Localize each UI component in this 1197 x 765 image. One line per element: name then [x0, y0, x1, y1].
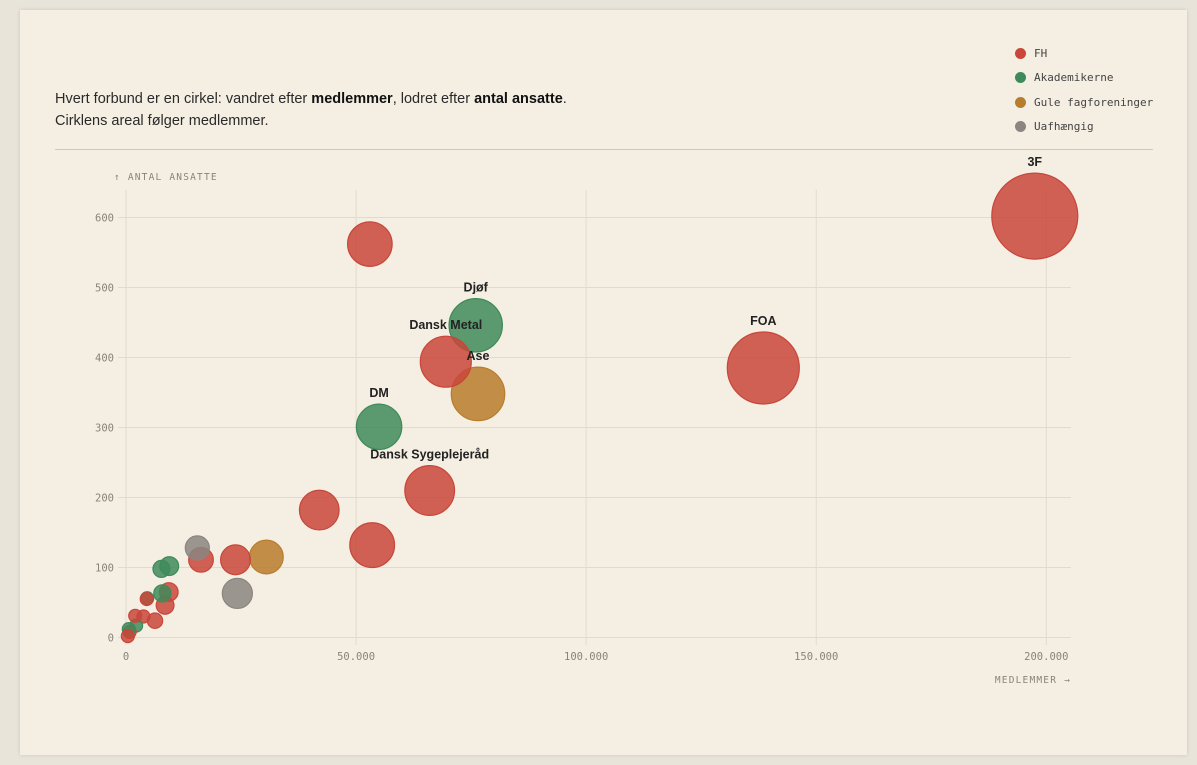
legend-label-uafhaengig: Uafhængig [1034, 120, 1094, 134]
intro-bold-employees: antal ansatte [474, 91, 563, 107]
y-tick-label: 600 [95, 213, 114, 225]
legend-item-gule: Gule fagforeninger [1015, 90, 1153, 115]
x-tick-label: 100.000 [564, 651, 608, 663]
y-tick-label: 0 [108, 633, 114, 645]
y-tick-label: 400 [95, 353, 114, 365]
x-tick-label: 50.000 [337, 651, 375, 663]
intro-line-1: Hvert forbund er en cirkel: vandret efte… [55, 88, 567, 110]
x-tick-label: 0 [123, 651, 129, 663]
bubble-label: FOA [750, 314, 776, 328]
x-tick-label: 150.000 [794, 651, 838, 663]
bubble [184, 535, 210, 561]
y-tick-label: 300 [95, 423, 114, 435]
legend-label-akademikerne: Akademikerne [1034, 71, 1114, 85]
bubble [450, 366, 506, 422]
bubble [221, 577, 254, 610]
bubble [298, 489, 340, 531]
intro-mid: , lodret efter [392, 91, 475, 107]
legend-label-gule: Gule fagforeninger [1034, 95, 1154, 109]
chart-card: Hvert forbund er en cirkel: vandret efte… [20, 10, 1187, 755]
bubbles [120, 172, 1079, 644]
y-tick-label: 100 [95, 563, 114, 575]
y-tick-label: 500 [95, 283, 114, 295]
bubble-label: 3F [1027, 155, 1042, 169]
bubble-labels: 3F FOA Ase Djøf Dansk Metal Dansk Sygeplejerå… [369, 155, 1042, 462]
bubble [347, 221, 393, 267]
intro-suffix: . [562, 91, 567, 107]
y-tick-label: 200 [95, 493, 114, 505]
bubble [419, 335, 472, 388]
bubble-label: Dansk Metal [409, 318, 482, 332]
x-tick-label: 200.000 [1024, 651, 1068, 663]
bubble [248, 539, 284, 575]
bubble-label: Dansk Sygeplejeråd [370, 448, 489, 462]
legend-dot-gule [1015, 96, 1026, 108]
legend-item-uafhaengig: Uafhængig [1015, 115, 1153, 140]
bubble-label: DM [369, 386, 388, 400]
intro-prefix: Hvert forbund er en cirkel: vandret efte… [55, 91, 312, 107]
bubble [355, 403, 403, 451]
bubble [128, 608, 143, 623]
legend-dot-fh [1015, 47, 1026, 59]
bubble [120, 628, 135, 644]
legend-dot-akademikerne [1015, 72, 1026, 84]
bubble [153, 584, 172, 603]
bubble [448, 298, 503, 353]
bubble [349, 522, 396, 569]
bubble [219, 544, 252, 576]
bubble [404, 465, 456, 516]
legend-item-fh: FH [1015, 41, 1153, 66]
axis-ticks: 0 100 200 300 400 500 600 0 50.000 100.000 150.000… [95, 213, 1068, 664]
bubble [139, 591, 154, 607]
legend-item-akademikerne: Akademikerne [1015, 66, 1153, 91]
grid [118, 190, 1071, 645]
bubble [726, 331, 800, 405]
x-axis-title: MEDLEMMER → [995, 675, 1071, 686]
y-axis-title: ↑ ANTAL ANSATTE [114, 172, 218, 183]
bubble-label: Djøf [464, 281, 489, 295]
bubble [152, 559, 171, 578]
legend-label-fh: FH [1034, 46, 1048, 60]
legend-dot-uafhaengig [1015, 121, 1026, 133]
bubble-label: Ase [467, 349, 490, 363]
divider [55, 149, 1153, 150]
legend: FH Akademikerne Gule fagforeninger Uafhæ… [1015, 41, 1153, 139]
bubble [991, 172, 1079, 260]
intro-line-2: Cirklens areal følger medlemmer. [55, 113, 269, 129]
intro-bold-members: medlemmer [311, 91, 393, 107]
intro-text: Hvert forbund er en cirkel: vandret efte… [55, 88, 567, 132]
